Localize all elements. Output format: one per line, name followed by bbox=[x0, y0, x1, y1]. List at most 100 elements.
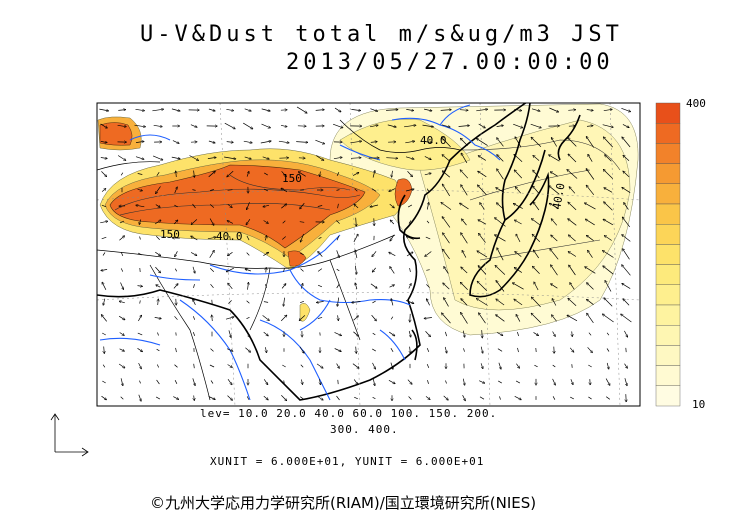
wind-arrow bbox=[338, 315, 339, 320]
wind-arrow bbox=[441, 202, 452, 210]
wind-arrow bbox=[100, 123, 108, 128]
wind-arrow bbox=[135, 109, 145, 110]
wind-arrow bbox=[587, 299, 594, 305]
wind-arrow bbox=[139, 380, 141, 384]
contour-label: 150 bbox=[282, 172, 302, 185]
wind-arrow bbox=[194, 395, 195, 401]
wind-arrow bbox=[497, 248, 504, 261]
wind-arrow bbox=[476, 299, 488, 306]
wind-arrow bbox=[462, 395, 466, 401]
wind-arrow bbox=[101, 204, 107, 208]
wind-arrow bbox=[336, 250, 340, 257]
wind-arrow bbox=[426, 363, 430, 369]
wind-arrow bbox=[405, 141, 414, 144]
wind-arrow bbox=[192, 203, 196, 209]
wind-arrow bbox=[622, 283, 631, 289]
wind-arrow bbox=[337, 203, 339, 209]
wind-arrow bbox=[408, 220, 412, 224]
wind-arrow bbox=[603, 266, 614, 275]
wind-arrow bbox=[605, 378, 610, 386]
wind-arrow bbox=[192, 189, 196, 191]
wind-arrow bbox=[210, 380, 214, 384]
wind-arrow bbox=[209, 364, 215, 368]
wind-arrow bbox=[301, 379, 302, 385]
wind-arrow bbox=[120, 268, 124, 272]
wind-arrow bbox=[152, 155, 163, 160]
chart-title: U-V&Dust total m/s&ug/m3 JST bbox=[140, 22, 623, 47]
wind-arrow bbox=[478, 171, 487, 178]
wind-arrow bbox=[440, 110, 452, 111]
wind-arrow bbox=[551, 235, 558, 242]
wind-arrow bbox=[138, 362, 142, 369]
wind-arrow bbox=[480, 363, 483, 368]
wind-arrow bbox=[479, 233, 486, 243]
wind-arrow bbox=[193, 363, 195, 369]
wind-arrow bbox=[282, 220, 286, 224]
wind-arrow bbox=[227, 395, 233, 401]
wind-arrow bbox=[513, 203, 523, 209]
wind-arrow bbox=[623, 171, 630, 178]
wind-arrow bbox=[356, 346, 357, 354]
wind-arrow bbox=[336, 268, 340, 272]
wind-arrow bbox=[495, 265, 506, 275]
wind-arrow bbox=[296, 106, 307, 113]
wind-arrow bbox=[155, 204, 160, 208]
wind-arrow bbox=[552, 378, 556, 385]
wind-arrow bbox=[156, 235, 160, 241]
wind-arrow bbox=[549, 203, 559, 210]
wind-arrow bbox=[495, 218, 506, 227]
wind-arrow bbox=[175, 347, 177, 353]
wind-arrow bbox=[445, 346, 447, 353]
wind-arrow bbox=[315, 110, 325, 111]
wind-arrow bbox=[496, 281, 505, 292]
wind-arrow bbox=[117, 125, 127, 126]
wind-arrow bbox=[334, 332, 342, 335]
colorbar-max-label: 400 bbox=[686, 97, 706, 110]
wind-arrow bbox=[533, 250, 539, 259]
wind-arrow bbox=[299, 221, 305, 223]
wind-arrow bbox=[137, 332, 143, 336]
wind-arrow bbox=[371, 314, 377, 321]
wind-arrow bbox=[425, 236, 431, 240]
wind-arrow bbox=[621, 107, 630, 111]
wind-arrow bbox=[570, 396, 574, 400]
wind-arrow bbox=[263, 379, 268, 384]
wind-arrow bbox=[477, 251, 488, 258]
wind-arrow bbox=[193, 299, 196, 305]
wind-arrow bbox=[445, 380, 447, 384]
wind-arrow bbox=[318, 237, 322, 239]
wind-arrow bbox=[156, 285, 161, 288]
wind-arrow bbox=[551, 219, 558, 226]
wind-arrow bbox=[512, 283, 524, 290]
wind-arrow bbox=[408, 396, 412, 400]
wind-arrow bbox=[156, 364, 160, 368]
wind-arrow bbox=[119, 348, 125, 351]
wind-arrow bbox=[585, 203, 596, 210]
wind-arrow bbox=[622, 217, 630, 228]
wind-arrow bbox=[317, 205, 323, 207]
wind-arrow bbox=[263, 205, 270, 207]
colorbar-swatch bbox=[655, 345, 681, 366]
wind-arrow bbox=[316, 395, 323, 400]
wind-arrow bbox=[246, 171, 249, 177]
wind-arrow bbox=[389, 252, 396, 257]
wind-arrow bbox=[407, 379, 412, 385]
wind-arrow bbox=[369, 125, 378, 128]
wind-arrow bbox=[153, 125, 163, 126]
wind-arrow bbox=[586, 136, 595, 148]
wind-arrow bbox=[514, 299, 523, 306]
wind-arrow bbox=[282, 364, 286, 368]
wind-arrow bbox=[572, 331, 573, 336]
wind-arrow bbox=[568, 154, 577, 163]
wind-arrow bbox=[299, 346, 304, 353]
wind-arrow bbox=[244, 108, 252, 111]
wind-arrow bbox=[263, 395, 268, 400]
wind-arrow bbox=[117, 155, 126, 161]
wind-arrow bbox=[336, 189, 340, 191]
wind-arrow bbox=[229, 235, 231, 241]
wind-arrow bbox=[624, 330, 627, 337]
wind-arrow bbox=[300, 364, 304, 368]
wind-arrow bbox=[568, 110, 575, 111]
wind-arrow bbox=[264, 364, 268, 368]
contour-label: 150 bbox=[160, 228, 180, 241]
